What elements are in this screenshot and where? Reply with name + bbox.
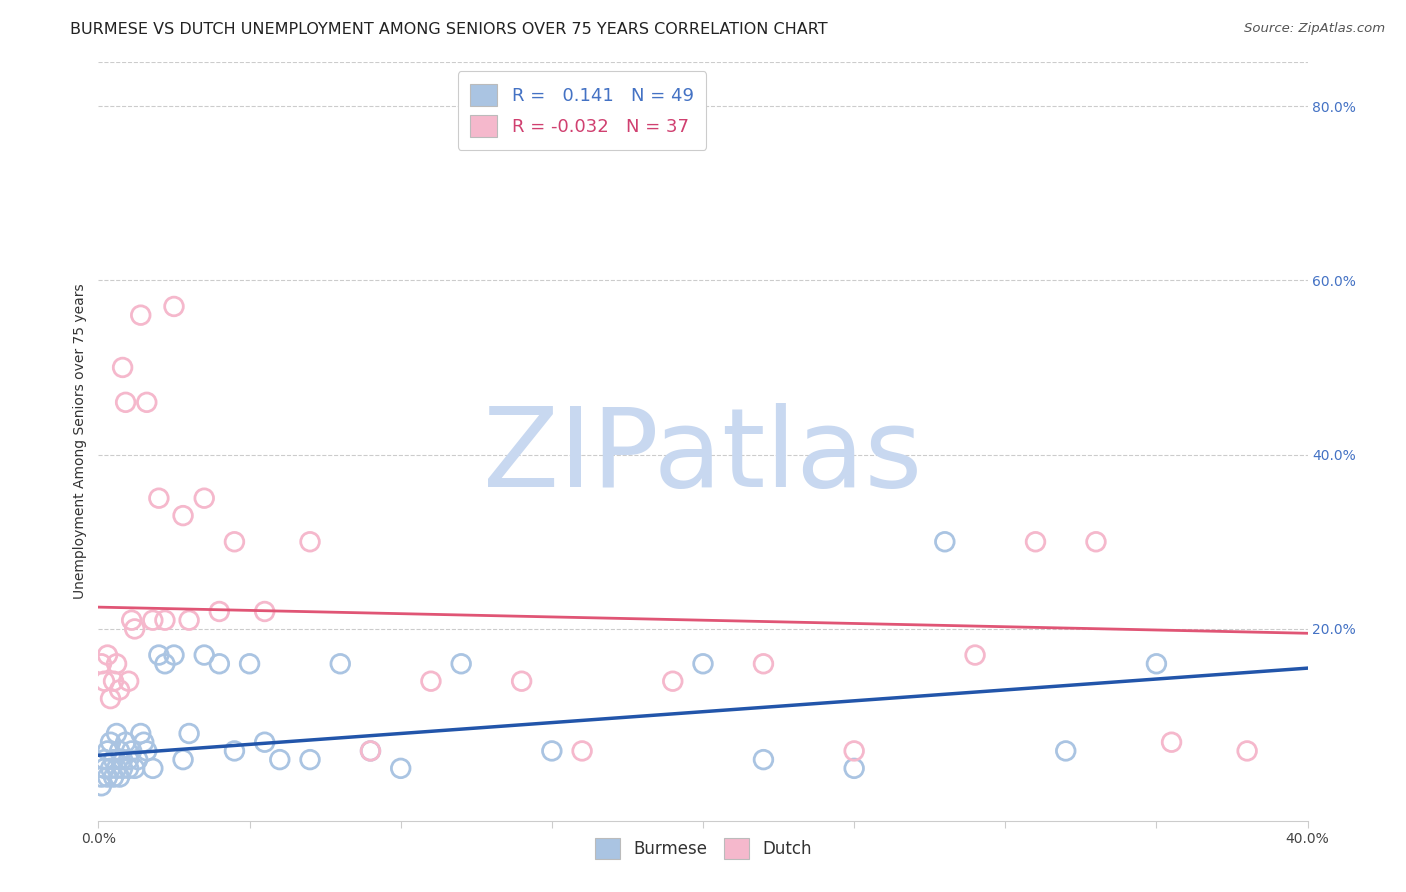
Point <box>114 735 136 749</box>
Point <box>1024 534 1046 549</box>
Point <box>208 657 231 671</box>
Point <box>108 744 131 758</box>
Point <box>193 491 215 506</box>
Point <box>103 770 125 784</box>
Point <box>389 761 412 775</box>
Point <box>96 744 118 758</box>
Point <box>103 674 125 689</box>
Point <box>540 744 562 758</box>
Point <box>100 691 122 706</box>
Point <box>1054 744 1077 758</box>
Point <box>135 395 157 409</box>
Point <box>121 613 143 627</box>
Point <box>121 744 143 758</box>
Point <box>100 761 122 775</box>
Point <box>661 674 683 689</box>
Point <box>163 648 186 662</box>
Point <box>299 534 322 549</box>
Point <box>93 674 115 689</box>
Point <box>114 395 136 409</box>
Point <box>103 753 125 767</box>
Point <box>299 753 322 767</box>
Point <box>105 761 128 775</box>
Point <box>127 753 149 767</box>
Point <box>105 657 128 671</box>
Point <box>142 613 165 627</box>
Point <box>752 657 775 671</box>
Point <box>329 657 352 671</box>
Point <box>179 613 201 627</box>
Point <box>118 674 141 689</box>
Point <box>100 735 122 749</box>
Point <box>934 534 956 549</box>
Point <box>129 308 152 322</box>
Point <box>692 657 714 671</box>
Point <box>360 744 382 758</box>
Text: Source: ZipAtlas.com: Source: ZipAtlas.com <box>1244 22 1385 36</box>
Point <box>172 753 194 767</box>
Point <box>179 726 201 740</box>
Point <box>253 605 276 619</box>
Point <box>1144 657 1167 671</box>
Point <box>844 744 866 758</box>
Point <box>172 508 194 523</box>
Point <box>90 657 112 671</box>
Point <box>193 648 215 662</box>
Point <box>118 761 141 775</box>
Point <box>571 744 593 758</box>
Point <box>1160 735 1182 749</box>
Point <box>124 761 146 775</box>
Point <box>148 648 170 662</box>
Point <box>90 770 112 784</box>
Point <box>1085 534 1108 549</box>
Point <box>1236 744 1258 758</box>
Point <box>420 674 443 689</box>
Point <box>163 300 186 314</box>
Point <box>253 735 276 749</box>
Point <box>105 726 128 740</box>
Point <box>111 753 134 767</box>
Point <box>108 682 131 697</box>
Point <box>93 761 115 775</box>
Text: BURMESE VS DUTCH UNEMPLOYMENT AMONG SENIORS OVER 75 YEARS CORRELATION CHART: BURMESE VS DUTCH UNEMPLOYMENT AMONG SENI… <box>70 22 828 37</box>
Point <box>96 770 118 784</box>
Point <box>450 657 472 671</box>
Point <box>111 360 134 375</box>
Point <box>965 648 987 662</box>
Point <box>135 744 157 758</box>
Point <box>239 657 262 671</box>
Point <box>208 605 231 619</box>
Point <box>153 613 176 627</box>
Point <box>93 753 115 767</box>
Point <box>129 726 152 740</box>
Point <box>124 622 146 636</box>
Point <box>510 674 533 689</box>
Point <box>269 753 291 767</box>
Text: ZIPatlas: ZIPatlas <box>484 403 922 510</box>
Point <box>224 534 246 549</box>
Legend: Burmese, Dutch: Burmese, Dutch <box>588 831 818 865</box>
Point <box>90 779 112 793</box>
Point <box>844 761 866 775</box>
Point <box>153 657 176 671</box>
Point <box>752 753 775 767</box>
Point <box>148 491 170 506</box>
Point <box>118 753 141 767</box>
Point <box>360 744 382 758</box>
Point <box>224 744 246 758</box>
Point <box>111 761 134 775</box>
Point <box>132 735 155 749</box>
Y-axis label: Unemployment Among Seniors over 75 years: Unemployment Among Seniors over 75 years <box>73 284 87 599</box>
Point <box>142 761 165 775</box>
Point <box>96 648 118 662</box>
Point <box>108 770 131 784</box>
